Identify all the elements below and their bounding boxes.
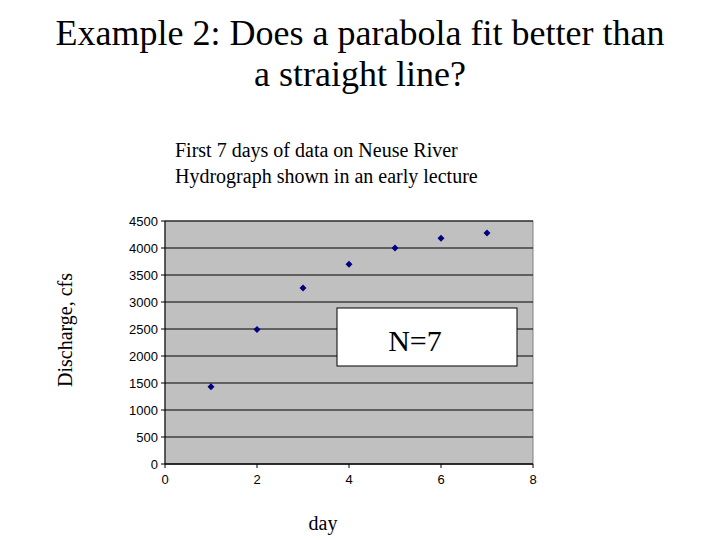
plot-area xyxy=(165,221,533,464)
y-tick-label: 3500 xyxy=(129,268,158,283)
y-tick-label: 1000 xyxy=(129,403,158,418)
point xyxy=(300,284,307,291)
x-tick-label: 4 xyxy=(345,472,352,487)
y-tick xyxy=(161,410,165,411)
y-tick-label: 3000 xyxy=(129,295,158,310)
y-tick xyxy=(161,248,165,249)
title: Example 2: Does a parabola fit better th… xyxy=(56,13,665,94)
y-tick xyxy=(161,302,165,303)
y-tick xyxy=(161,383,165,384)
x-tick-label: 0 xyxy=(161,472,168,487)
y-tick xyxy=(161,464,165,465)
y-tick xyxy=(161,356,165,357)
y-tick-label: 2000 xyxy=(129,349,158,364)
grid-line xyxy=(165,383,533,384)
x-tick-label: 2 xyxy=(253,472,260,487)
subtitle: First 7 days of data on Neuse RiverHydro… xyxy=(175,139,478,188)
y-tick xyxy=(161,221,165,222)
grid-line xyxy=(165,410,533,411)
y-tick-label: 4500 xyxy=(129,214,158,229)
point xyxy=(254,326,261,333)
point xyxy=(438,235,445,242)
y-axis-label: Discharge, cfs xyxy=(54,273,77,387)
annotation-box xyxy=(337,308,517,366)
y-tick-label: 1500 xyxy=(129,376,158,391)
chart: Example 2: Does a parabola fit better th… xyxy=(0,0,720,540)
grid-line xyxy=(165,275,533,276)
x-tick xyxy=(257,464,258,468)
point xyxy=(346,261,353,268)
x-axis-label: day xyxy=(309,512,338,535)
x-tick xyxy=(349,464,350,468)
annotation: N=7 xyxy=(388,324,442,357)
x-tick xyxy=(533,464,534,468)
y-tick xyxy=(161,275,165,276)
grid-line xyxy=(165,437,533,438)
x-tick xyxy=(441,464,442,468)
x-tick xyxy=(165,464,166,468)
point xyxy=(392,245,399,252)
y-axis xyxy=(165,221,166,464)
y-tick-label: 500 xyxy=(136,430,158,445)
grid-line xyxy=(165,248,533,249)
y-tick xyxy=(161,329,165,330)
y-tick-label: 2500 xyxy=(129,322,158,337)
point xyxy=(484,229,491,236)
y-tick-label: 0 xyxy=(151,457,158,472)
grid-line xyxy=(165,221,533,222)
y-tick-label: 4000 xyxy=(129,241,158,256)
grid-line xyxy=(165,302,533,303)
y-tick xyxy=(161,437,165,438)
x-tick-label: 6 xyxy=(437,472,444,487)
x-tick-label: 8 xyxy=(529,472,536,487)
point xyxy=(208,383,215,390)
